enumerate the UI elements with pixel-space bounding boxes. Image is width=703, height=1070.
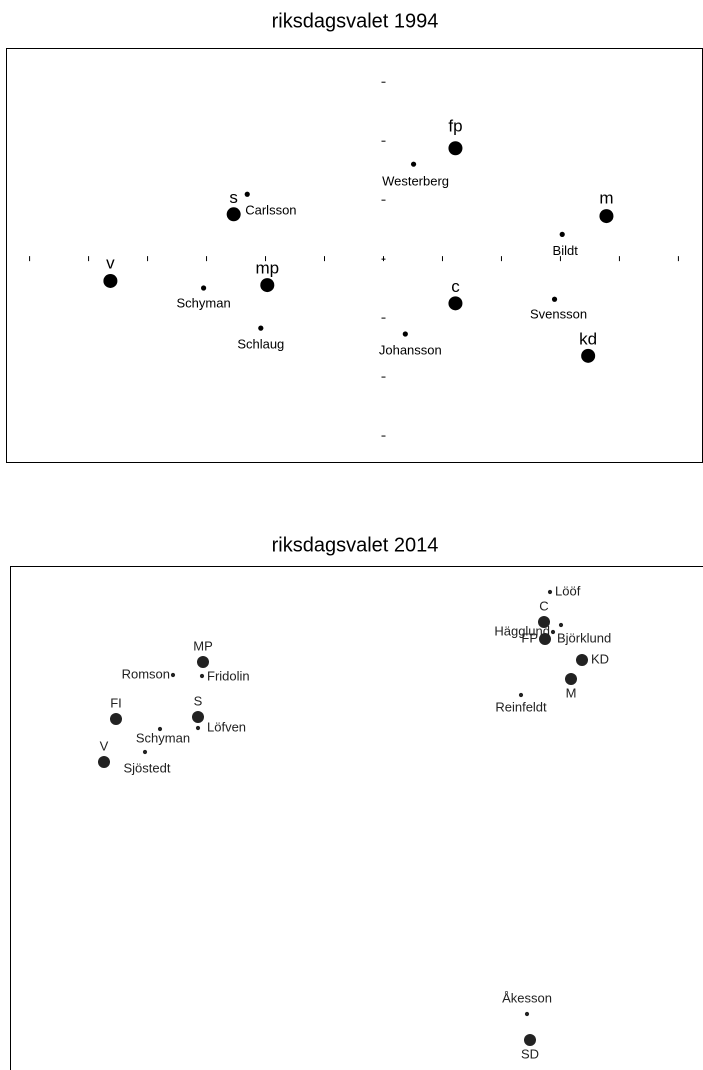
leader-label: Svensson [530,307,587,322]
party-point [448,141,463,156]
leader-label: Sjöstedt [124,760,171,775]
party-point [226,207,241,222]
party-label: v [106,253,115,272]
party-point [581,348,596,363]
party-label: s [229,188,238,207]
party-point [576,654,588,666]
leader-point [258,325,264,331]
party-point [539,633,551,645]
party-label: SD [521,1046,539,1061]
party-label: KD [591,651,609,666]
party-label: m [599,189,613,208]
plot-frame [10,566,703,1070]
leader-point [402,331,408,337]
party-point [565,673,577,685]
party-point [599,209,614,224]
party-label: c [451,277,460,296]
leader-point [200,285,207,291]
leader-point [410,161,417,167]
party-point [524,1034,536,1046]
party-point [98,756,110,768]
party-point [103,273,118,288]
leader-label: Björklund [557,630,611,645]
party-label: FI [110,695,122,710]
leader-label: Schyman [176,295,230,310]
leader-label: Lööf [555,583,581,598]
party-label: mp [255,259,279,278]
chart-title: riksdagsvalet 1994 [272,10,439,32]
leader-point [524,1011,530,1017]
leader-label: Westerberg [382,174,449,189]
leader-point [558,622,564,628]
party-label: MP [193,638,213,653]
leader-point [244,191,250,197]
leader-label: Carlsson [245,203,296,218]
leader-point [518,692,524,698]
leader-point [157,726,163,732]
party-label: kd [579,329,597,348]
party-point [192,711,204,723]
leader-point [550,629,556,635]
leader-label: Åkesson [502,990,552,1005]
leader-point [170,672,176,678]
party-label: fp [448,117,462,136]
leader-point [195,725,201,731]
leader-label: Fridolin [207,668,250,683]
party-label: S [194,693,203,708]
leader-label: Bildt [553,243,579,258]
leader-label: Löfven [207,719,246,734]
leader-label: Schlaug [237,337,284,352]
leader-label: Schyman [136,730,190,745]
leader-point [199,673,205,679]
leader-point [547,589,553,595]
party-point [110,713,122,725]
party-label: FP [521,630,538,645]
leader-label: Reinfeldt [495,699,547,714]
leader-point [142,749,148,755]
leader-point [551,296,558,302]
party-point [448,296,463,311]
party-label: V [100,738,109,753]
leader-label: Romson [122,666,170,681]
leader-point [559,231,565,237]
leader-label: Johansson [379,342,442,357]
party-point [260,278,275,293]
party-point [538,616,550,628]
chart-title: riksdagsvalet 2014 [272,534,439,556]
party-label: M [566,685,577,700]
party-point [197,656,209,668]
party-label: C [539,598,548,613]
leader-label: Hägglund [494,623,550,638]
